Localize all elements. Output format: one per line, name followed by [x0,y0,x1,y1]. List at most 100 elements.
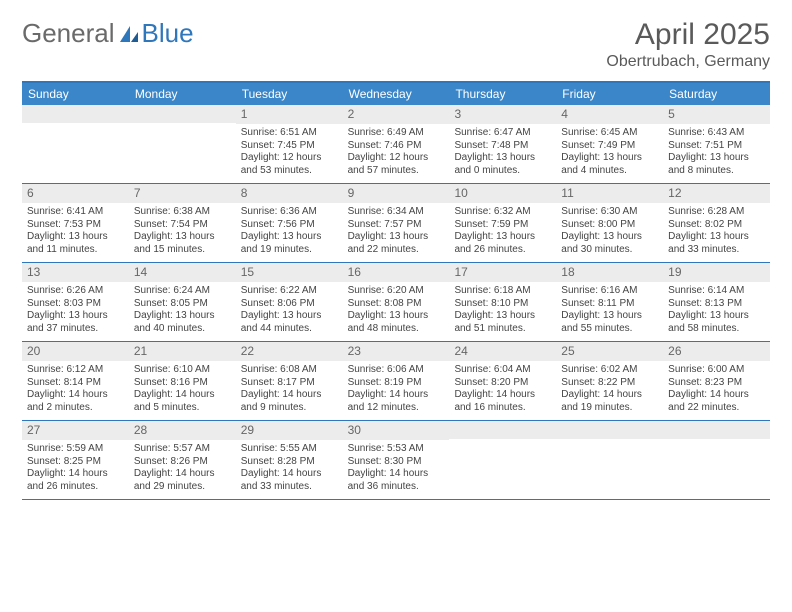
week-row: 27Sunrise: 5:59 AMSunset: 8:25 PMDayligh… [22,421,770,500]
daylight-text: Daylight: 13 hours and 37 minutes. [27,310,124,335]
daylight-text: Daylight: 13 hours and 11 minutes. [27,231,124,256]
week-row: 20Sunrise: 6:12 AMSunset: 8:14 PMDayligh… [22,342,770,421]
location-text: Obertrubach, Germany [606,53,770,71]
sunrise-text: Sunrise: 6:49 AM [348,127,445,140]
day-cell: 17Sunrise: 6:18 AMSunset: 8:10 PMDayligh… [449,263,556,341]
day-body: Sunrise: 6:22 AMSunset: 8:06 PMDaylight:… [236,282,343,340]
sunrise-text: Sunrise: 5:53 AM [348,443,445,456]
brand-part1: General [22,18,115,49]
sunset-text: Sunset: 7:57 PM [348,219,445,232]
sunrise-text: Sunrise: 6:10 AM [134,364,231,377]
day-cell [556,421,663,499]
calendar: SundayMondayTuesdayWednesdayThursdayFrid… [22,81,770,500]
day-cell [22,105,129,183]
day-number: 13 [22,263,129,282]
sunset-text: Sunset: 7:51 PM [668,140,765,153]
day-body: Sunrise: 6:14 AMSunset: 8:13 PMDaylight:… [663,282,770,340]
sunrise-text: Sunrise: 6:26 AM [27,285,124,298]
day-body: Sunrise: 5:53 AMSunset: 8:30 PMDaylight:… [343,440,450,498]
sunrise-text: Sunrise: 6:38 AM [134,206,231,219]
dow-header: Saturday [663,83,770,105]
daylight-text: Daylight: 13 hours and 33 minutes. [668,231,765,256]
day-cell: 22Sunrise: 6:08 AMSunset: 8:17 PMDayligh… [236,342,343,420]
brand-part2: Blue [142,18,194,49]
sunset-text: Sunset: 8:20 PM [454,377,551,390]
sunrise-text: Sunrise: 6:16 AM [561,285,658,298]
daylight-text: Daylight: 13 hours and 44 minutes. [241,310,338,335]
daylight-text: Daylight: 13 hours and 48 minutes. [348,310,445,335]
sunset-text: Sunset: 8:03 PM [27,298,124,311]
daylight-text: Daylight: 14 hours and 2 minutes. [27,389,124,414]
day-body: Sunrise: 6:08 AMSunset: 8:17 PMDaylight:… [236,361,343,419]
daylight-text: Daylight: 13 hours and 22 minutes. [348,231,445,256]
day-number: 9 [343,184,450,203]
day-number: 8 [236,184,343,203]
daylight-text: Daylight: 12 hours and 57 minutes. [348,152,445,177]
dow-header: Wednesday [343,83,450,105]
sunrise-text: Sunrise: 6:06 AM [348,364,445,377]
day-body: Sunrise: 6:10 AMSunset: 8:16 PMDaylight:… [129,361,236,419]
day-number [449,421,556,439]
day-number: 30 [343,421,450,440]
day-cell: 8Sunrise: 6:36 AMSunset: 7:56 PMDaylight… [236,184,343,262]
day-cell: 24Sunrise: 6:04 AMSunset: 8:20 PMDayligh… [449,342,556,420]
daylight-text: Daylight: 14 hours and 36 minutes. [348,468,445,493]
sunrise-text: Sunrise: 6:30 AM [561,206,658,219]
brand-logo: General Blue [22,18,194,49]
daylight-text: Daylight: 14 hours and 26 minutes. [27,468,124,493]
day-body: Sunrise: 6:47 AMSunset: 7:48 PMDaylight:… [449,124,556,182]
day-cell: 14Sunrise: 6:24 AMSunset: 8:05 PMDayligh… [129,263,236,341]
daylight-text: Daylight: 14 hours and 9 minutes. [241,389,338,414]
daylight-text: Daylight: 13 hours and 19 minutes. [241,231,338,256]
day-body: Sunrise: 6:28 AMSunset: 8:02 PMDaylight:… [663,203,770,261]
day-cell: 20Sunrise: 6:12 AMSunset: 8:14 PMDayligh… [22,342,129,420]
daylight-text: Daylight: 14 hours and 5 minutes. [134,389,231,414]
dow-header: Monday [129,83,236,105]
daylight-text: Daylight: 14 hours and 29 minutes. [134,468,231,493]
day-number: 3 [449,105,556,124]
daylight-text: Daylight: 13 hours and 4 minutes. [561,152,658,177]
day-body: Sunrise: 6:26 AMSunset: 8:03 PMDaylight:… [22,282,129,340]
day-number: 24 [449,342,556,361]
daylight-text: Daylight: 13 hours and 8 minutes. [668,152,765,177]
day-body: Sunrise: 6:51 AMSunset: 7:45 PMDaylight:… [236,124,343,182]
day-number: 25 [556,342,663,361]
day-number: 1 [236,105,343,124]
daylight-text: Daylight: 13 hours and 26 minutes. [454,231,551,256]
sunrise-text: Sunrise: 6:14 AM [668,285,765,298]
day-number: 23 [343,342,450,361]
day-body: Sunrise: 6:20 AMSunset: 8:08 PMDaylight:… [343,282,450,340]
sunrise-text: Sunrise: 6:28 AM [668,206,765,219]
sunset-text: Sunset: 7:49 PM [561,140,658,153]
day-body: Sunrise: 6:34 AMSunset: 7:57 PMDaylight:… [343,203,450,261]
day-cell: 1Sunrise: 6:51 AMSunset: 7:45 PMDaylight… [236,105,343,183]
sunrise-text: Sunrise: 6:08 AM [241,364,338,377]
dow-header: Sunday [22,83,129,105]
sunset-text: Sunset: 8:26 PM [134,456,231,469]
day-number: 19 [663,263,770,282]
sunset-text: Sunset: 8:19 PM [348,377,445,390]
sunrise-text: Sunrise: 6:34 AM [348,206,445,219]
day-cell: 12Sunrise: 6:28 AMSunset: 8:02 PMDayligh… [663,184,770,262]
day-cell: 16Sunrise: 6:20 AMSunset: 8:08 PMDayligh… [343,263,450,341]
day-cell: 30Sunrise: 5:53 AMSunset: 8:30 PMDayligh… [343,421,450,499]
sunset-text: Sunset: 7:54 PM [134,219,231,232]
sunset-text: Sunset: 8:14 PM [27,377,124,390]
sunset-text: Sunset: 8:10 PM [454,298,551,311]
day-body: Sunrise: 6:02 AMSunset: 8:22 PMDaylight:… [556,361,663,419]
day-body: Sunrise: 6:30 AMSunset: 8:00 PMDaylight:… [556,203,663,261]
day-number [556,421,663,439]
daylight-text: Daylight: 12 hours and 53 minutes. [241,152,338,177]
day-body: Sunrise: 6:41 AMSunset: 7:53 PMDaylight:… [22,203,129,261]
sunrise-text: Sunrise: 6:00 AM [668,364,765,377]
day-number: 18 [556,263,663,282]
day-number: 6 [22,184,129,203]
day-body: Sunrise: 6:16 AMSunset: 8:11 PMDaylight:… [556,282,663,340]
sunrise-text: Sunrise: 6:45 AM [561,127,658,140]
day-number: 11 [556,184,663,203]
sunrise-text: Sunrise: 6:04 AM [454,364,551,377]
day-body: Sunrise: 6:00 AMSunset: 8:23 PMDaylight:… [663,361,770,419]
sunset-text: Sunset: 8:08 PM [348,298,445,311]
daylight-text: Daylight: 14 hours and 19 minutes. [561,389,658,414]
sunrise-text: Sunrise: 6:24 AM [134,285,231,298]
